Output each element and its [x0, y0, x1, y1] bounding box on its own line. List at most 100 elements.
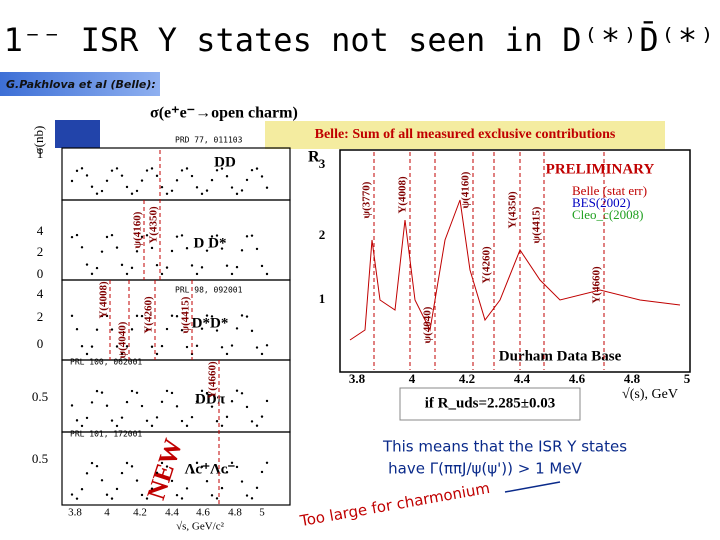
decorative-point	[85, 472, 89, 475]
decorative-point	[240, 392, 244, 395]
decorative-point	[200, 327, 204, 330]
decorative-point	[190, 471, 194, 474]
decorative-point	[230, 400, 234, 403]
decorative-point	[245, 235, 249, 238]
right-figure: Belle: Sum of all measured exclusive con…	[265, 121, 691, 402]
decorative-point	[240, 189, 244, 192]
decorative-point	[75, 328, 79, 331]
decorative-point	[245, 494, 249, 497]
decorative-point	[170, 189, 174, 192]
legend-entry: Belle (stat err)	[572, 183, 647, 198]
resonance-label: ψ(4040)	[422, 306, 434, 343]
decorative-point	[80, 246, 84, 249]
decorative-point	[85, 352, 89, 356]
decorative-point	[70, 404, 74, 407]
right-y-label: R	[308, 149, 320, 166]
decorative-point	[215, 497, 219, 500]
decorative-point	[235, 389, 239, 392]
decorative-point	[230, 344, 234, 347]
y-tick-label: 4	[37, 223, 44, 238]
decorative-point	[200, 192, 204, 196]
panel-frame	[61, 431, 291, 506]
decorative-point	[110, 328, 114, 331]
decorative-point	[180, 497, 184, 500]
decorative-point	[255, 486, 259, 490]
decorative-point	[165, 465, 169, 468]
decorative-point	[145, 169, 149, 172]
decorative-point	[140, 179, 144, 182]
right-frame	[339, 149, 691, 373]
decorative-point	[75, 233, 79, 237]
decorative-trace	[349, 199, 681, 341]
decorative-point	[145, 497, 149, 500]
resonance-label: Y(4350)	[507, 191, 519, 229]
resonance-label: ψ(4415)	[180, 296, 192, 333]
y-tick-label: 1	[37, 146, 44, 161]
decorative-point	[265, 399, 269, 403]
decorative-point	[185, 167, 189, 170]
decorative-point	[70, 179, 74, 183]
decorative-point	[205, 480, 209, 483]
panel-reference: PRL 100, 062001	[70, 358, 142, 367]
decorative-point	[80, 424, 84, 428]
decorative-point	[230, 461, 234, 465]
resonance-label: Y(4008)	[397, 176, 409, 214]
decorative-point	[260, 175, 264, 178]
decorative-point	[235, 265, 239, 269]
decorative-point	[85, 174, 89, 177]
decorative-point	[115, 424, 119, 428]
decorative-point	[235, 192, 239, 196]
decorative-point	[70, 235, 74, 239]
x-tick-label: 4.8	[624, 371, 641, 386]
panel-label: Λc⁺Λc⁻	[185, 461, 236, 477]
decorative-point	[95, 328, 99, 331]
decorative-point	[220, 486, 224, 490]
decorative-point	[165, 327, 169, 331]
author-bar	[0, 72, 160, 96]
decorative-point	[70, 493, 74, 496]
decorative-point	[110, 497, 114, 500]
y-tick-label: 0.5	[32, 451, 48, 466]
decorative-point	[95, 192, 99, 195]
decorative-point	[190, 264, 194, 267]
decorative-point	[100, 391, 104, 394]
decorative-point	[95, 266, 99, 270]
decorative-point	[260, 264, 264, 268]
decorative-point	[140, 314, 144, 318]
decorative-point	[110, 419, 114, 422]
decorative-point	[150, 345, 154, 348]
panel-label: DD	[214, 154, 236, 170]
x-tick-label: 3.8	[349, 371, 366, 386]
decorative-point	[220, 346, 224, 349]
resonance-label: ψ(4160)	[460, 171, 472, 208]
resonance-label: Y(4660)	[591, 266, 603, 304]
decorative-point	[175, 179, 179, 182]
decorative-point	[195, 186, 199, 189]
decorative-point	[120, 416, 124, 419]
decorative-point	[210, 235, 214, 238]
decorative-point	[205, 189, 209, 192]
decorative-point	[215, 329, 219, 332]
y-tick-label: 2	[37, 244, 44, 259]
decorative-point	[180, 329, 184, 332]
decorative-point	[160, 344, 164, 348]
decorative-point	[115, 345, 119, 348]
decorative-point	[130, 266, 134, 270]
decorative-point	[265, 186, 269, 189]
resonance-label: Y(4660)	[207, 361, 219, 399]
assumption: if R_uds=2.285±0.03	[425, 395, 556, 411]
decorative-point	[200, 389, 204, 393]
decorative-point	[160, 185, 164, 189]
decorative-point	[90, 345, 94, 348]
decorative-point	[205, 249, 209, 252]
decorative-point	[105, 404, 109, 407]
decorative-point	[120, 263, 124, 267]
decorative-point	[90, 401, 94, 404]
decorative-point	[80, 345, 84, 348]
decorative-point	[180, 169, 184, 172]
arrow	[504, 481, 561, 493]
decorative-point	[220, 424, 224, 427]
decorative-point	[105, 235, 109, 239]
decorative-point	[200, 266, 204, 269]
decorative-point	[240, 480, 244, 483]
